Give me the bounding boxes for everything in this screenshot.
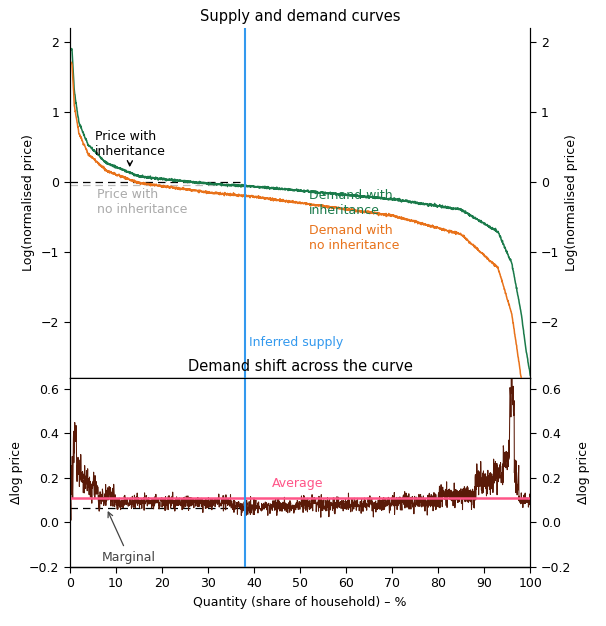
Text: Demand with
inheritance: Demand with inheritance (309, 189, 393, 217)
Title: Supply and demand curves: Supply and demand curves (200, 9, 400, 24)
Text: Price with
inheritance: Price with inheritance (95, 130, 166, 166)
Title: Demand shift across the curve: Demand shift across the curve (187, 359, 413, 374)
Text: Demand with
no inheritance: Demand with no inheritance (309, 224, 399, 252)
Y-axis label: Log(normalised price): Log(normalised price) (22, 135, 35, 271)
Text: Inferred supply: Inferred supply (249, 336, 344, 349)
X-axis label: Quantity (share of household) – %: Quantity (share of household) – % (193, 595, 407, 608)
Y-axis label: Δlog price: Δlog price (576, 441, 590, 503)
Text: Average: Average (272, 476, 324, 490)
Y-axis label: Log(normalised price): Log(normalised price) (565, 135, 578, 271)
Text: Price with
no inheritance: Price with no inheritance (98, 188, 188, 215)
Y-axis label: Δlog price: Δlog price (10, 441, 24, 503)
Text: Marginal: Marginal (102, 512, 156, 564)
